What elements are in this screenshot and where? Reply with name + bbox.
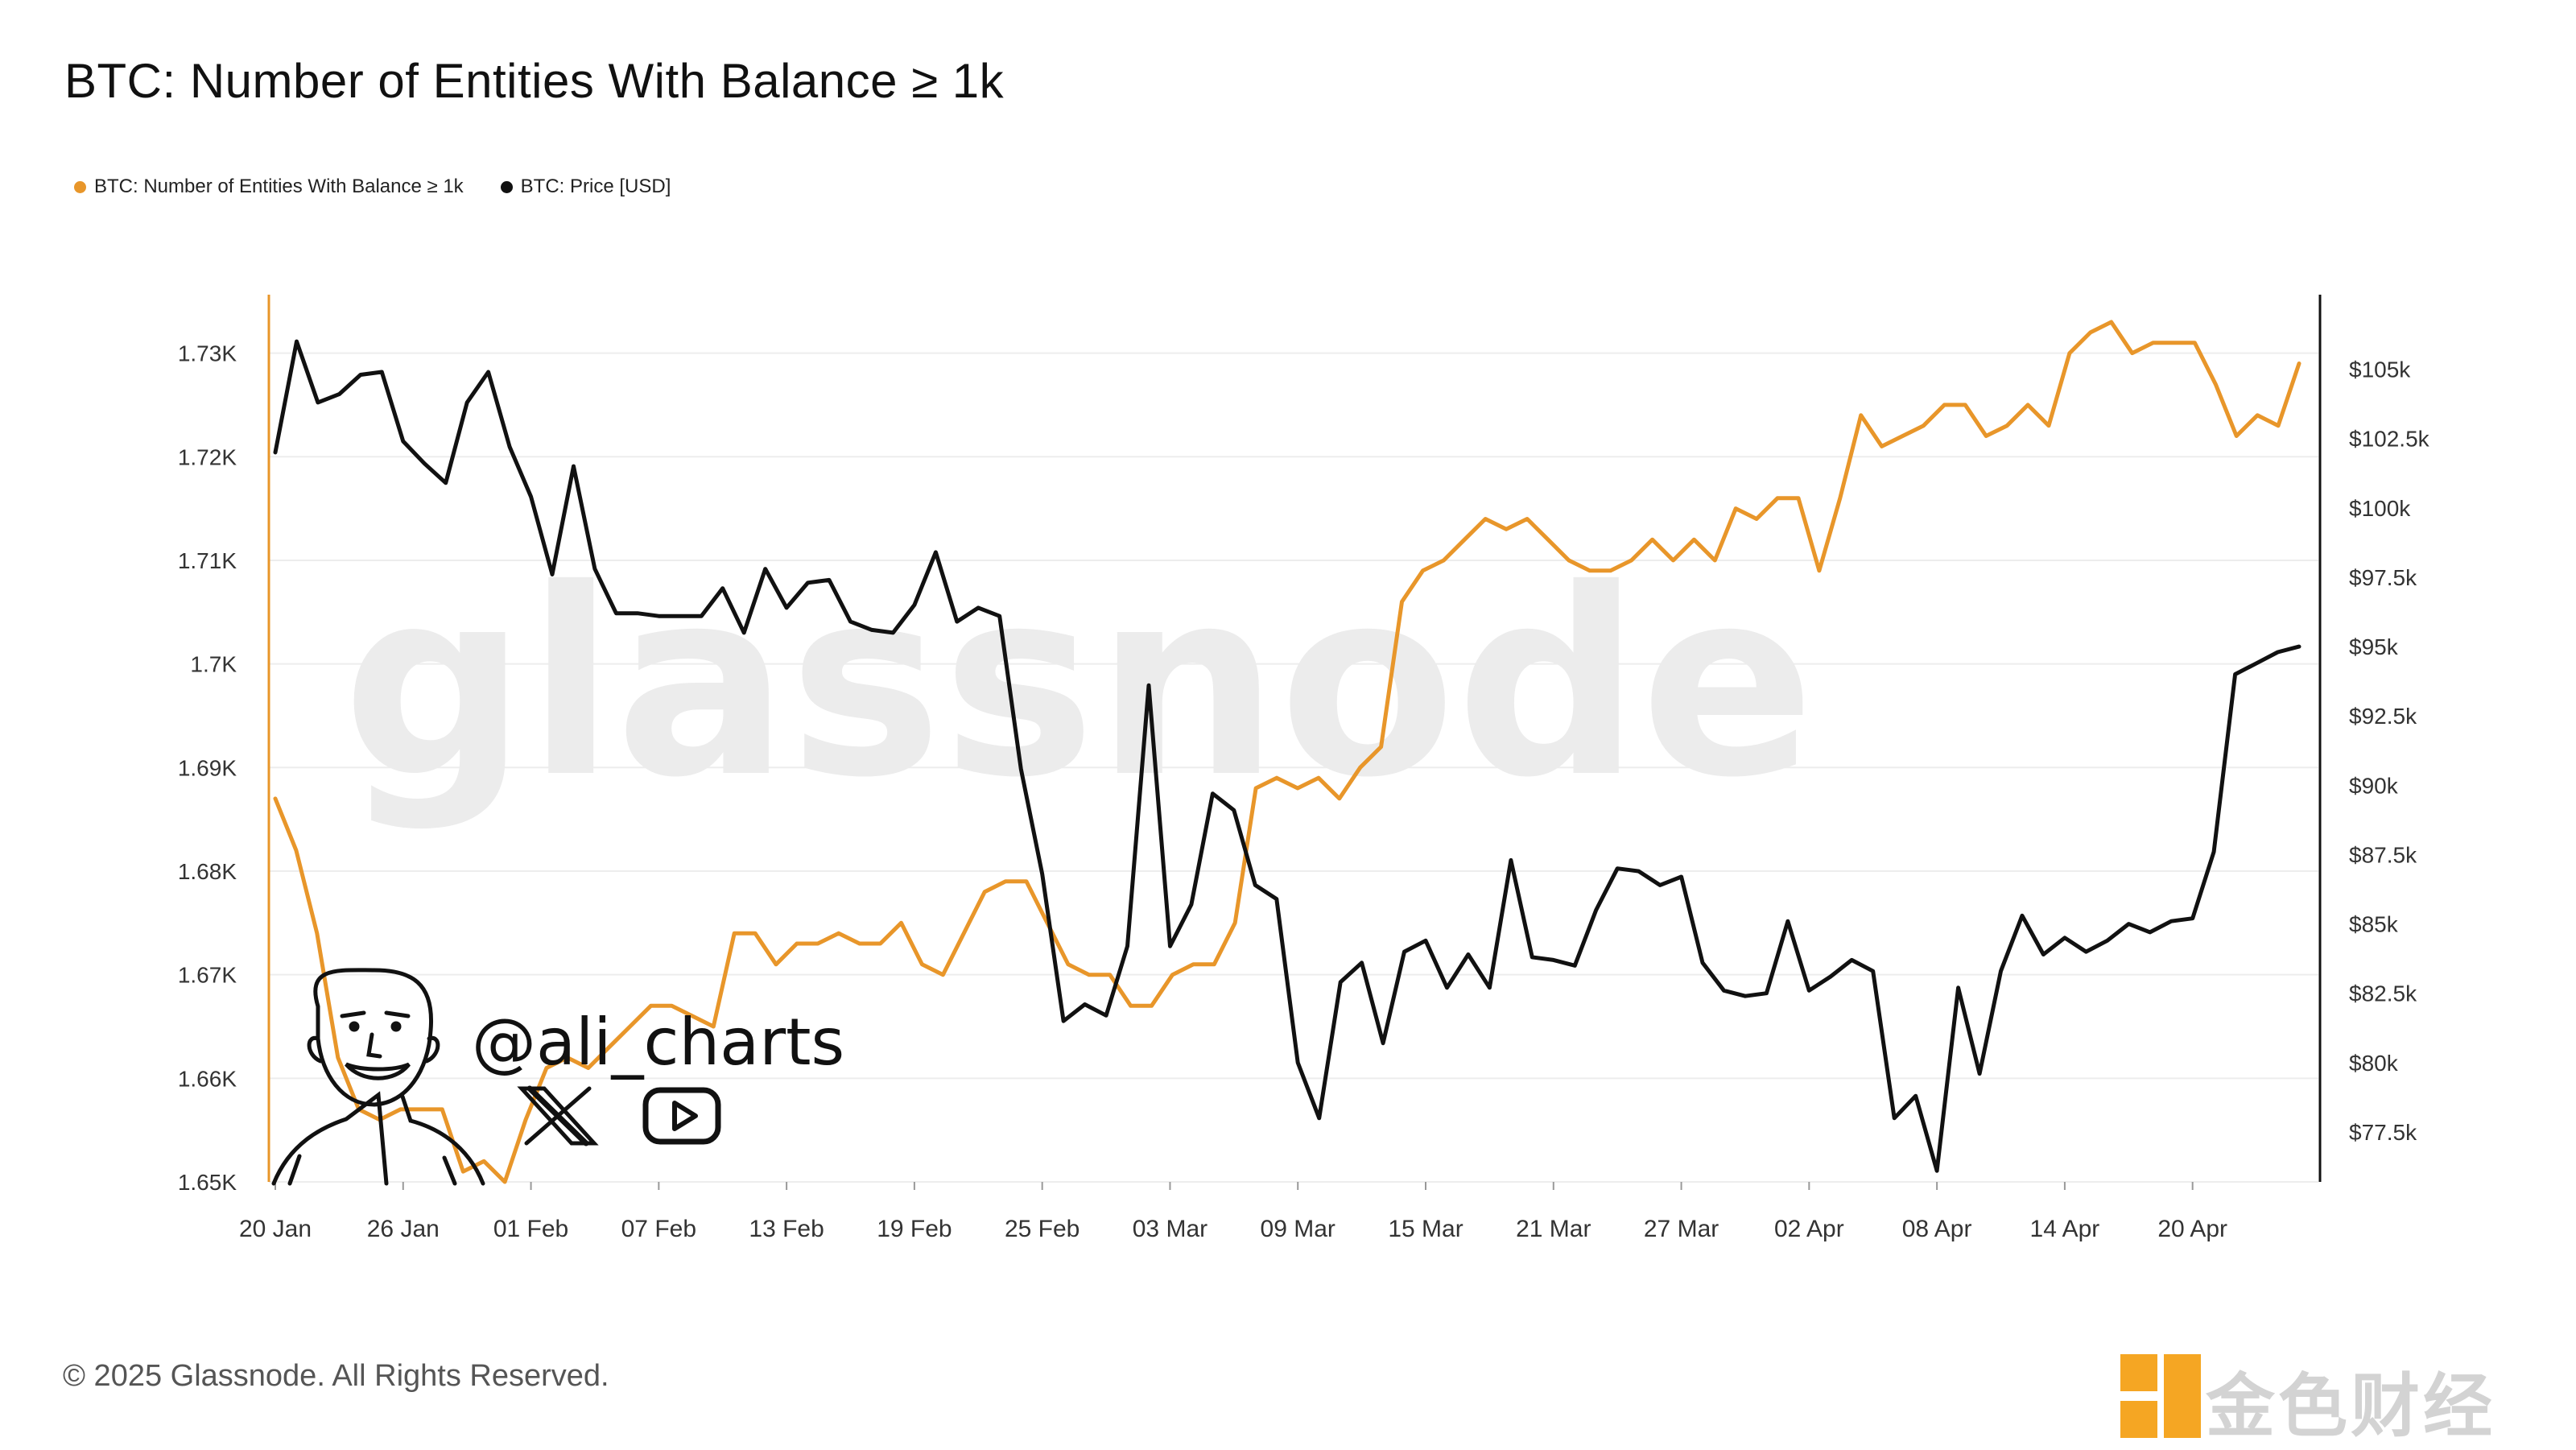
left-tick-label: 1.67K (178, 963, 237, 988)
x-tick-label: 19 Feb (877, 1216, 952, 1242)
legend-item-price[interactable]: BTC: Price [USD] (500, 176, 671, 198)
youtube-icon[interactable] (642, 1087, 721, 1145)
right-tick-label: $100k (2349, 496, 2411, 521)
legend-label-entities: BTC: Number of Entities With Balance ≥ 1… (94, 176, 464, 197)
right-tick-label: $77.5k (2349, 1120, 2417, 1145)
chart-legend: BTC: Number of Entities With Balance ≥ 1… (74, 176, 671, 198)
x-tick-label: 27 Mar (1644, 1216, 1719, 1242)
left-tick-label: 1.68K (178, 859, 237, 884)
left-tick-label: 1.69K (178, 755, 237, 780)
legend-dot-entities (74, 180, 86, 193)
right-tick-label: $82.5k (2349, 981, 2417, 1006)
x-tick-label: 14 Apr (2030, 1216, 2100, 1242)
legend-label-price: BTC: Price [USD] (520, 176, 671, 197)
left-tick-label: 1.65K (178, 1170, 237, 1195)
x-tick-label: 26 Jan (367, 1216, 440, 1242)
glassnode-logo-icon (2120, 1354, 2201, 1438)
right-tick-label: $105k (2349, 357, 2411, 382)
right-tick-label: $85k (2349, 912, 2399, 937)
series-line-entities (273, 320, 2301, 1184)
x-tick-label: 07 Feb (621, 1216, 696, 1242)
x-tick-label: 08 Apr (1902, 1216, 1972, 1242)
x-logo-icon[interactable] (517, 1085, 599, 1146)
right-tick-label: $80k (2349, 1051, 2399, 1076)
brand-watermark: 金色财经 (2206, 1366, 2496, 1447)
series-layer (273, 320, 2301, 1184)
x-tick-label: 03 Mar (1133, 1216, 1208, 1242)
x-tick-label: 21 Mar (1516, 1216, 1591, 1242)
legend-dot-price (500, 180, 513, 193)
copyright-text: © 2025 Glassnode. All Rights Reserved. (63, 1359, 609, 1393)
legend-item-entities[interactable]: BTC: Number of Entities With Balance ≥ 1… (74, 176, 464, 198)
right-tick-label: $90k (2349, 773, 2399, 798)
right-axis-ticks: $77.5k $80k $82.5k $85k $87.5k $90k $92.5k $95k… (2349, 357, 2430, 1145)
watermark-text: glassnode (342, 535, 1814, 834)
grid-lines (269, 352, 2318, 1183)
x-tick-label: 25 Feb (1005, 1216, 1080, 1242)
right-tick-label: $95k (2349, 634, 2399, 659)
x-axis-ticks: 20 Jan 26 Jan 01 Feb 07 Feb 13 Feb 19 Feb 25 F… (239, 1182, 2227, 1242)
left-tick-label: 1.66K (178, 1066, 237, 1091)
x-tick-label: 01 Feb (493, 1216, 568, 1242)
left-tick-label: 1.7K (190, 652, 237, 677)
author-handle: @ali_charts (472, 1005, 845, 1080)
series-line-price (273, 339, 2301, 1173)
x-tick-label: 09 Mar (1261, 1216, 1335, 1242)
x-tick-label: 15 Mar (1388, 1216, 1463, 1242)
chart-title: BTC: Number of Entities With Balance ≥ 1… (64, 54, 1005, 108)
left-axis-ticks: 1.65K 1.66K 1.67K 1.68K 1.69K 1.7K 1.71K 1.72K 1… (178, 341, 237, 1195)
right-tick-label: $102.5k (2349, 427, 2430, 452)
right-tick-label: $92.5k (2349, 704, 2417, 729)
right-tick-label: $97.5k (2349, 565, 2417, 590)
axes (267, 295, 2322, 1182)
right-tick-label: $87.5k (2349, 842, 2417, 867)
x-tick-label: 20 Apr (2157, 1216, 2227, 1242)
left-tick-label: 1.73K (178, 341, 237, 366)
x-tick-label: 20 Jan (239, 1216, 312, 1242)
x-tick-label: 02 Apr (1774, 1216, 1844, 1242)
x-tick-label: 13 Feb (749, 1216, 824, 1242)
left-tick-label: 1.71K (178, 548, 237, 573)
avatar-illustration (271, 968, 485, 1186)
left-tick-label: 1.72K (178, 444, 237, 469)
